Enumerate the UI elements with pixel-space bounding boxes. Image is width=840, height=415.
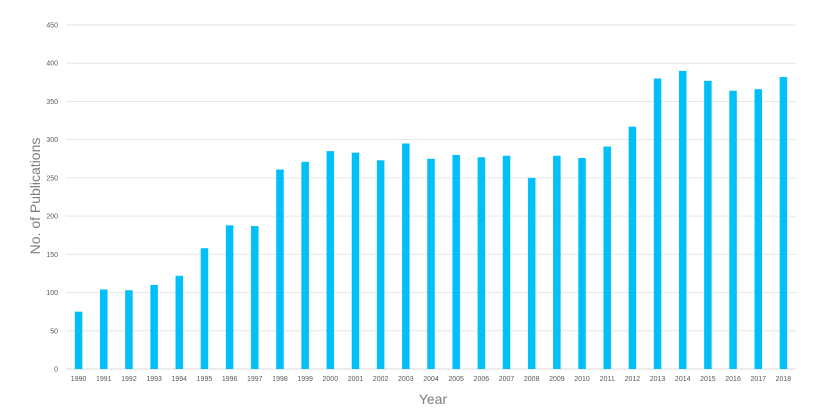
- y-tick-label: 350: [46, 99, 58, 106]
- x-tick-label: 1991: [96, 376, 112, 383]
- y-tick-label: 300: [46, 137, 58, 144]
- x-tick-label: 2005: [448, 376, 464, 383]
- x-tick-label: 2004: [423, 376, 439, 383]
- bars: [74, 70, 788, 370]
- x-tick-label: 1999: [297, 376, 313, 383]
- bar-2008: [527, 177, 536, 369]
- y-axis-title: No. of Publications: [27, 138, 43, 255]
- bar-1996: [225, 225, 234, 369]
- x-tick-label: 2003: [398, 376, 414, 383]
- x-tick-label: 2017: [750, 376, 766, 383]
- x-tick-label: 1995: [197, 376, 213, 383]
- x-tick-label: 1997: [247, 376, 263, 383]
- y-axis-ticks: 0 50 100 150 200 250 300 350 400 450: [46, 23, 58, 374]
- y-tick-label: 100: [46, 290, 58, 297]
- y-tick-label: 400: [46, 61, 58, 68]
- bar-2017: [754, 89, 762, 370]
- bar-1993: [150, 284, 158, 369]
- bar-2002: [376, 160, 385, 369]
- x-tick-label: 1990: [71, 376, 87, 383]
- bar-1998: [276, 169, 284, 369]
- x-tick-label: 2007: [499, 376, 515, 383]
- bar-1999: [301, 161, 309, 369]
- bar-1994: [175, 275, 184, 369]
- bar-2000: [326, 151, 335, 369]
- bar-1997: [251, 226, 259, 369]
- x-tick-label: 2000: [323, 376, 339, 383]
- bar-1995: [200, 248, 209, 369]
- bar-2001: [351, 152, 360, 369]
- x-tick-label: 1992: [121, 376, 137, 383]
- x-tick-label: 2012: [625, 376, 641, 383]
- bar-2012: [628, 126, 637, 369]
- x-tick-label: 1996: [222, 376, 238, 383]
- x-axis-title: Year: [419, 391, 448, 407]
- bar-2014: [678, 70, 687, 369]
- y-tick-label: 0: [54, 367, 58, 374]
- x-tick-label: 2009: [549, 376, 565, 383]
- x-tick-label: 1993: [146, 376, 162, 383]
- y-tick-label: 250: [46, 175, 58, 182]
- bar-2007: [502, 155, 511, 369]
- y-tick-label: 150: [46, 252, 58, 259]
- x-tick-label: 2011: [600, 376, 615, 383]
- bar-1992: [125, 290, 133, 369]
- bar-2016: [729, 90, 737, 370]
- x-tick-label: 2010: [574, 376, 590, 383]
- bar-2010: [578, 158, 586, 369]
- y-tick-label: 50: [50, 328, 58, 335]
- x-tick-label: 2002: [373, 376, 389, 383]
- x-tick-label: 2008: [524, 376, 540, 383]
- bar-2003: [402, 143, 410, 369]
- x-tick-label: 2014: [675, 376, 691, 383]
- y-tick-label: 200: [46, 214, 58, 221]
- bar-2005: [452, 154, 460, 369]
- x-tick-label: 2006: [474, 376, 490, 383]
- bar-2004: [427, 158, 435, 369]
- x-axis-ticks: 1990 1991 1992 1993 1994 1995 1996 1997 1998 1999…: [71, 376, 792, 383]
- bar-1990: [74, 311, 83, 369]
- x-tick-label: 2013: [650, 376, 666, 383]
- bar-2018: [779, 76, 788, 369]
- bar-2009: [553, 155, 561, 369]
- x-tick-label: 1998: [272, 376, 288, 383]
- bar-1991: [100, 289, 108, 369]
- x-tick-label: 2001: [348, 376, 364, 383]
- y-tick-label: 450: [46, 23, 58, 30]
- bar-2013: [653, 78, 662, 369]
- x-tick-label: 2015: [700, 376, 716, 383]
- x-tick-label: 1994: [171, 376, 187, 383]
- x-tick-label: 2016: [725, 376, 741, 383]
- bar-2015: [704, 80, 712, 369]
- bar-2006: [477, 157, 486, 369]
- x-tick-label: 2018: [776, 376, 792, 383]
- bar-2011: [603, 146, 611, 369]
